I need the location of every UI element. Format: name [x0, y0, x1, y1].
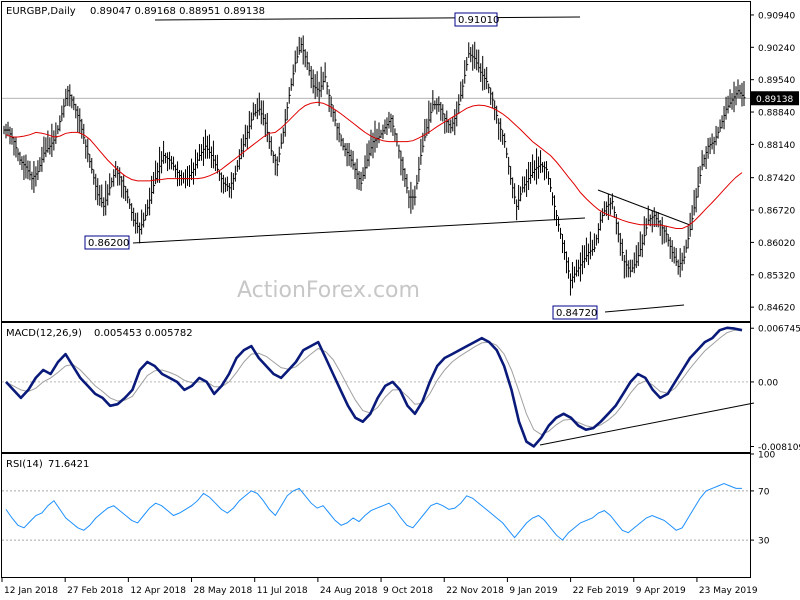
- x-tick-label: 24 Aug 2018: [320, 586, 378, 596]
- x-axis: 12 Jan 2018 27 Feb 2018 12 Apr 2018 28 May …: [1, 577, 758, 596]
- watermark: ActionForex.com: [237, 278, 420, 303]
- trendline-top: [154, 16, 581, 21]
- price-tick-label: 0.90240: [758, 44, 795, 54]
- price-annotations: 0.86200 0.91010 0.84720: [84, 12, 598, 320]
- trendline-wedge-lower: [604, 304, 685, 313]
- price-moving-average: [5, 101, 743, 229]
- rsi-tick-label: 70: [758, 487, 770, 497]
- rsi-axis: 100 70 30: [750, 451, 775, 547]
- last-price-label: 0.89138: [756, 95, 793, 105]
- price-tick-label: 0.90940: [758, 11, 795, 21]
- macd-signal-line: [5, 329, 742, 436]
- macd-values: 0.005453 0.005782: [94, 328, 193, 339]
- rsi-value: 71.6421: [48, 459, 89, 470]
- x-tick-label: 22 Nov 2018: [446, 586, 504, 596]
- trendline-support: [132, 217, 586, 244]
- price-tick-label: 0.88840: [758, 109, 795, 119]
- macd-tick-label: -0.008109: [758, 443, 800, 453]
- rsi-plot: [2, 482, 750, 541]
- chart-symbol-label: EURGBP,Daily: [6, 6, 76, 17]
- price-trendlines: [132, 16, 691, 313]
- chart-ohlc-values: 0.89047 0.89168 0.88951 0.89138: [90, 6, 265, 17]
- macd-tick-label: 0.00: [758, 378, 778, 388]
- price-annotation-label: 0.91010: [458, 15, 499, 26]
- price-annotation-box: [454, 12, 498, 27]
- price-tick-label: 0.84620: [758, 304, 795, 314]
- macd-tick-label: 0.006745: [758, 325, 800, 335]
- macd-title: MACD(12,26,9): [6, 328, 82, 339]
- macd-plot: [2, 326, 755, 448]
- price-tick-label: 0.86020: [758, 239, 795, 249]
- x-tick-label: 9 Jan 2019: [509, 586, 557, 596]
- rsi-title: RSI(14): [6, 459, 43, 470]
- price-pane: [1, 1, 751, 322]
- x-tick-label: 28 May 2018: [194, 586, 253, 596]
- trendline-wedge-upper: [597, 189, 691, 226]
- price-bars: [3, 35, 746, 296]
- rsi-tick-label: 100: [758, 451, 775, 461]
- x-tick-label: 9 Oct 2018: [383, 586, 433, 596]
- price-tick-label: 0.86720: [758, 207, 795, 217]
- rsi-pane: [1, 453, 751, 578]
- price-tick-label: 0.85320: [758, 271, 795, 281]
- rsi-tick-label: 30: [758, 537, 770, 547]
- x-tick-label: 11 Jul 2018: [257, 586, 308, 596]
- macd-axis: 0.006745 0.00 -0.008109: [750, 325, 800, 453]
- price-annotation-label: 0.86200: [88, 238, 129, 249]
- macd-pane: [1, 322, 751, 453]
- x-tick-label: 12 Apr 2018: [130, 586, 186, 596]
- x-tick-label: 23 May 2019: [699, 586, 758, 596]
- last-price-box: [751, 91, 799, 106]
- x-tick-label: 9 Apr 2019: [636, 586, 686, 596]
- macd-trendline: [539, 402, 755, 446]
- price-tick-label: 0.87420: [758, 174, 795, 184]
- price-annotation-box: [552, 305, 598, 320]
- x-tick-label: 22 Feb 2019: [573, 586, 629, 596]
- price-axis: 0.90940 0.90240 0.89540 0.88840 0.88140 0.874…: [750, 11, 799, 314]
- price-tick-label: 0.88140: [758, 141, 795, 151]
- price-annotation-box: [84, 235, 130, 250]
- price-annotation-label: 0.84720: [556, 308, 597, 319]
- x-tick-label: 12 Jan 2018: [4, 586, 58, 596]
- macd-line: [5, 326, 743, 448]
- rsi-line: [5, 482, 742, 541]
- price-tick-label: 0.89540: [758, 76, 795, 86]
- moving-average-line: [5, 101, 743, 229]
- x-tick-label: 27 Feb 2018: [67, 586, 123, 596]
